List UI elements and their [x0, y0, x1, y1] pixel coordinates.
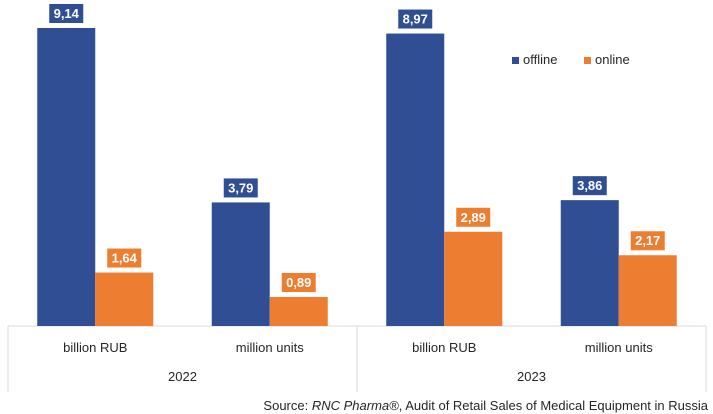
- bar-online: [269, 296, 328, 326]
- data-label-box: [281, 272, 316, 292]
- data-label-box: [398, 9, 433, 29]
- data-label-box: [630, 231, 665, 251]
- data-labels: 9,14 1,64 3,79 0,89 8,97 2,89 3,86 2,17: [49, 4, 665, 292]
- data-label: 8,97: [403, 12, 428, 27]
- category-axis: billion RUB million units 2022 billion RUB m…: [7, 325, 707, 392]
- data-label-box: [107, 248, 142, 268]
- bar-online: [618, 255, 677, 326]
- data-label-box: [49, 4, 84, 23]
- data-label: 2,89: [461, 210, 486, 225]
- data-label: 9,14: [54, 6, 80, 21]
- data-label: 3,86: [577, 178, 602, 193]
- category-tick-label: million units: [236, 340, 304, 355]
- data-label: 0,89: [286, 275, 311, 290]
- data-label-box: [223, 178, 258, 198]
- category-tick-label: billion RUB: [63, 340, 127, 355]
- legend-swatch-offline: [512, 57, 519, 64]
- bar-online: [95, 272, 154, 326]
- data-label: 2,17: [635, 233, 660, 248]
- category-tick-label: million units: [585, 340, 653, 355]
- source-publisher: RNC Pharma®: [311, 398, 399, 413]
- source-note: Source: RNC Pharma®, Audit of Retail Sal…: [263, 398, 708, 414]
- bars: [37, 28, 677, 327]
- data-label-box: [456, 207, 491, 227]
- legend-label-online: online: [595, 52, 630, 67]
- bar-online: [444, 231, 503, 326]
- legend-swatch-online: [584, 57, 591, 64]
- source-suffix: , Audit of Retail Sales of Medical Equip…: [398, 398, 708, 413]
- data-label-box: [572, 176, 607, 196]
- bar-offline: [560, 200, 619, 326]
- category-tick-label: billion RUB: [412, 340, 476, 355]
- group-tick-label: 2022: [168, 369, 197, 384]
- legend-label-offline: offline: [523, 52, 557, 67]
- legend: offline online: [512, 52, 630, 67]
- bar-offline: [211, 202, 270, 326]
- bar-offline: [37, 28, 96, 326]
- group-tick-label: 2023: [517, 369, 546, 384]
- data-label: 1,64: [112, 251, 138, 266]
- source-prefix: Source:: [263, 398, 312, 413]
- data-label: 3,79: [228, 180, 253, 195]
- bar-offline: [386, 33, 445, 327]
